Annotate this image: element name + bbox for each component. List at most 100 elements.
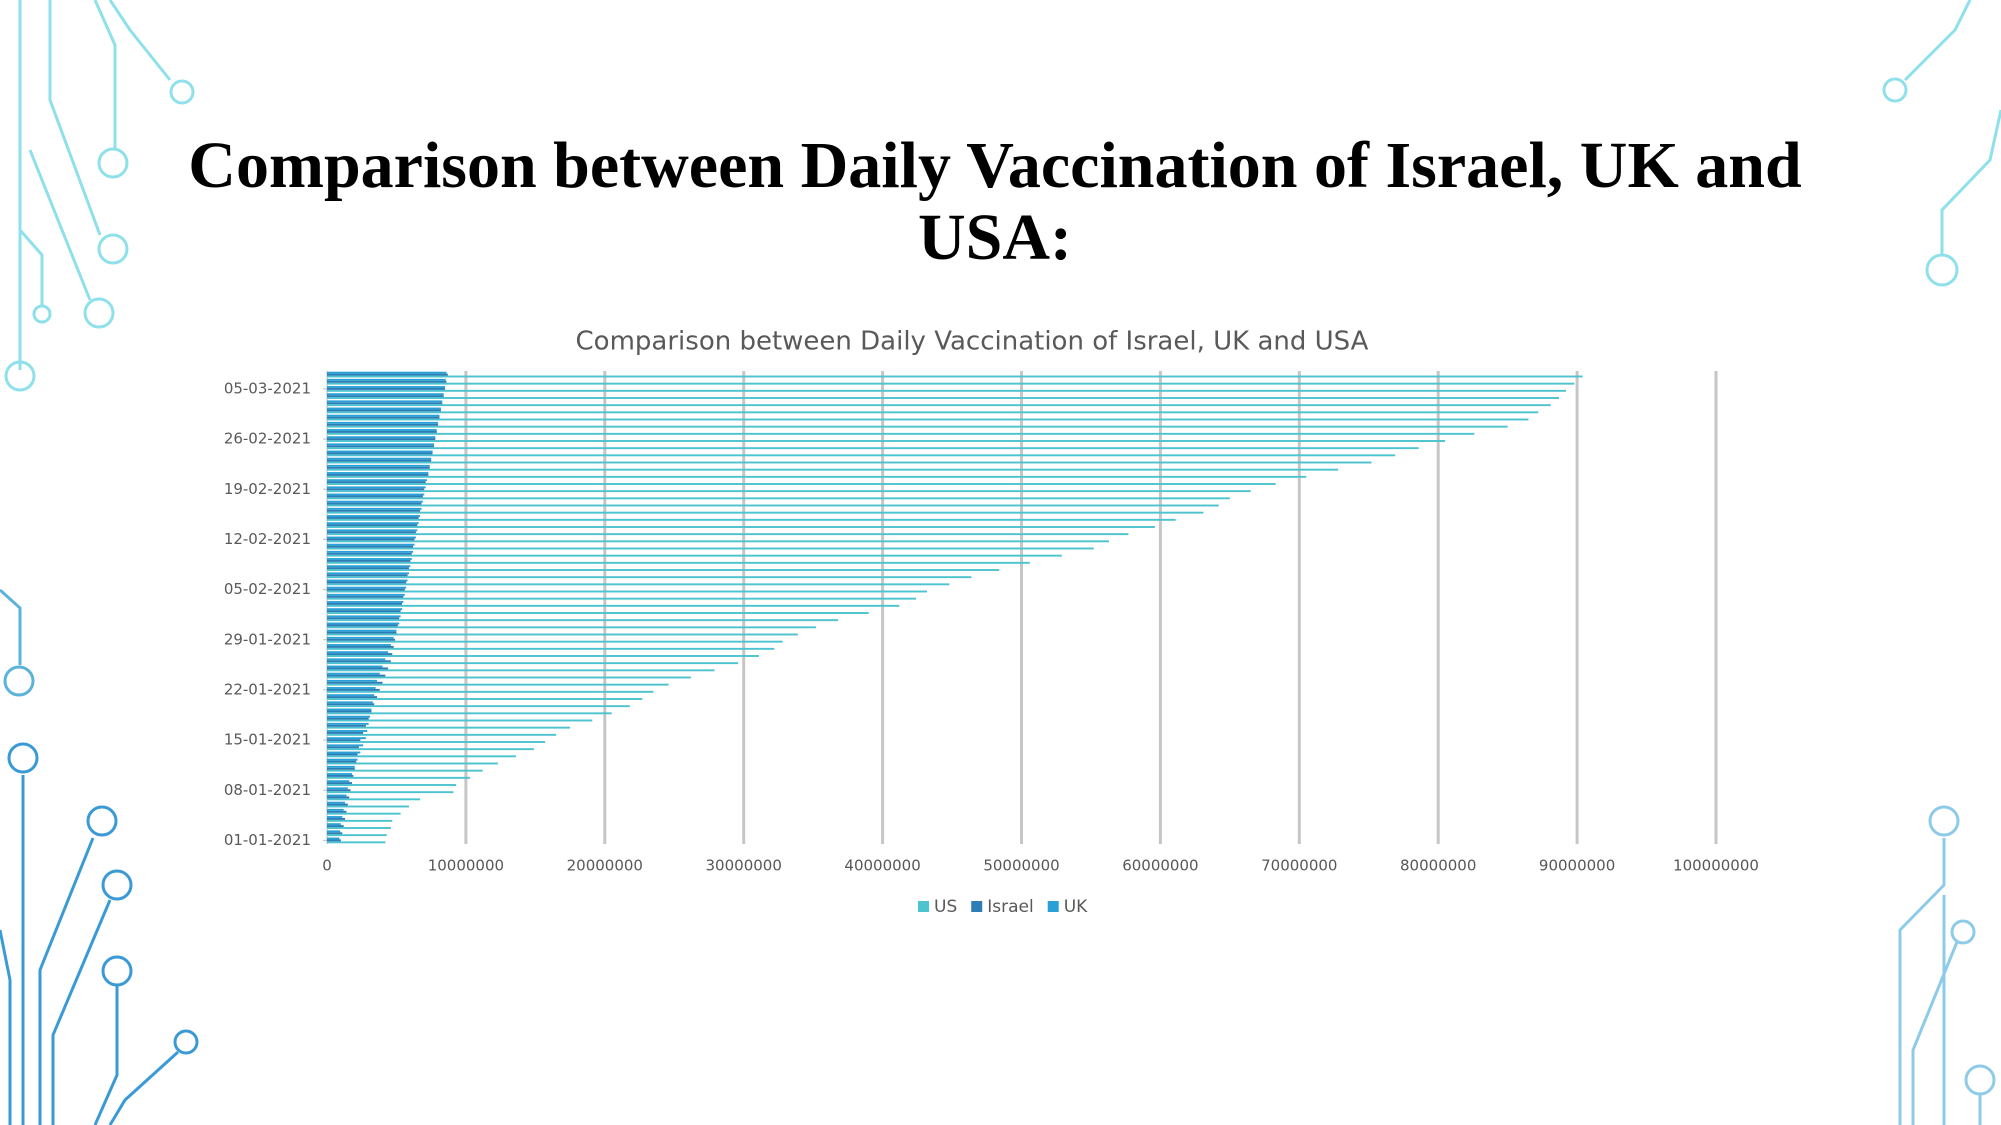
bar xyxy=(327,667,389,670)
bar xyxy=(327,518,1176,521)
bar xyxy=(327,698,643,700)
y-tick-label: 19-02-2021 xyxy=(224,480,311,498)
bar xyxy=(327,776,471,779)
bar xyxy=(327,418,1529,421)
bar xyxy=(327,633,798,636)
bar xyxy=(327,475,1307,478)
legend-swatch xyxy=(918,901,929,912)
bar xyxy=(327,547,1094,550)
bar xyxy=(327,823,341,826)
bar xyxy=(327,515,421,517)
bar xyxy=(327,730,368,732)
x-tick-label: 50000000 xyxy=(983,857,1059,875)
bar xyxy=(327,378,446,381)
bar xyxy=(327,701,373,704)
bar xyxy=(327,640,783,643)
bar xyxy=(327,636,394,639)
bar xyxy=(327,629,397,632)
bar xyxy=(327,651,389,654)
bar xyxy=(327,708,372,711)
bar xyxy=(327,837,340,840)
bar xyxy=(327,425,1508,428)
bar xyxy=(327,825,344,828)
bar xyxy=(327,371,447,374)
bar xyxy=(327,712,612,715)
y-tick-label: 29-01-2021 xyxy=(224,630,311,648)
bar xyxy=(327,595,404,598)
bar xyxy=(327,751,361,754)
bar xyxy=(327,400,443,403)
bar xyxy=(327,655,759,657)
bar xyxy=(327,717,369,720)
bar xyxy=(327,495,423,498)
bar xyxy=(327,827,391,829)
bar xyxy=(327,638,396,641)
bar xyxy=(327,767,355,770)
bar xyxy=(327,375,1583,378)
bar xyxy=(327,731,364,734)
bar xyxy=(327,416,440,419)
bar xyxy=(327,617,400,620)
bar xyxy=(327,746,359,749)
bar xyxy=(327,502,422,505)
bar xyxy=(327,765,355,768)
bar xyxy=(327,805,409,808)
chart-title: Comparison between Daily Vaccination of … xyxy=(576,327,1369,357)
bar xyxy=(327,407,441,410)
bar xyxy=(327,724,366,727)
bar xyxy=(327,669,715,672)
bar xyxy=(327,830,341,833)
bar xyxy=(327,794,347,797)
bar xyxy=(327,653,393,656)
bar xyxy=(327,774,354,777)
bar xyxy=(327,644,391,646)
bar xyxy=(327,753,358,756)
bar xyxy=(327,608,403,611)
bar xyxy=(327,493,425,496)
bar xyxy=(327,432,1475,435)
bar xyxy=(327,798,421,801)
bar xyxy=(327,561,1030,564)
y-tick-label: 15-01-2021 xyxy=(224,731,311,749)
bar xyxy=(327,604,900,607)
legend-label: Israel xyxy=(987,897,1033,917)
bar xyxy=(327,468,1339,471)
bar xyxy=(327,810,347,813)
bar xyxy=(327,588,405,591)
bar xyxy=(327,622,400,625)
bar xyxy=(327,694,375,697)
bar xyxy=(327,524,418,527)
bar xyxy=(327,421,439,424)
bar xyxy=(327,436,436,439)
bar xyxy=(327,393,444,396)
bar xyxy=(327,550,414,553)
bar xyxy=(327,574,408,577)
bar xyxy=(327,645,394,648)
bar xyxy=(327,545,414,548)
bar xyxy=(327,386,446,388)
bar xyxy=(327,681,383,684)
bar xyxy=(327,404,1551,407)
bar xyxy=(327,576,972,579)
bar xyxy=(327,452,433,455)
bar xyxy=(327,389,1566,392)
bar xyxy=(327,696,378,699)
bar xyxy=(327,784,457,786)
bar xyxy=(327,536,416,539)
bar xyxy=(327,543,415,546)
bar xyxy=(327,665,383,668)
bar xyxy=(327,816,343,818)
bar xyxy=(327,710,372,713)
bar xyxy=(327,488,425,491)
bar xyxy=(327,812,401,815)
x-tick-label: 60000000 xyxy=(1122,857,1198,875)
x-tick-label: 100000000 xyxy=(1673,857,1759,875)
bar xyxy=(327,558,412,560)
bar xyxy=(327,758,358,761)
bar xyxy=(327,590,928,593)
legend-label: UK xyxy=(1064,897,1088,917)
bar xyxy=(327,411,1539,414)
bar xyxy=(327,741,546,743)
